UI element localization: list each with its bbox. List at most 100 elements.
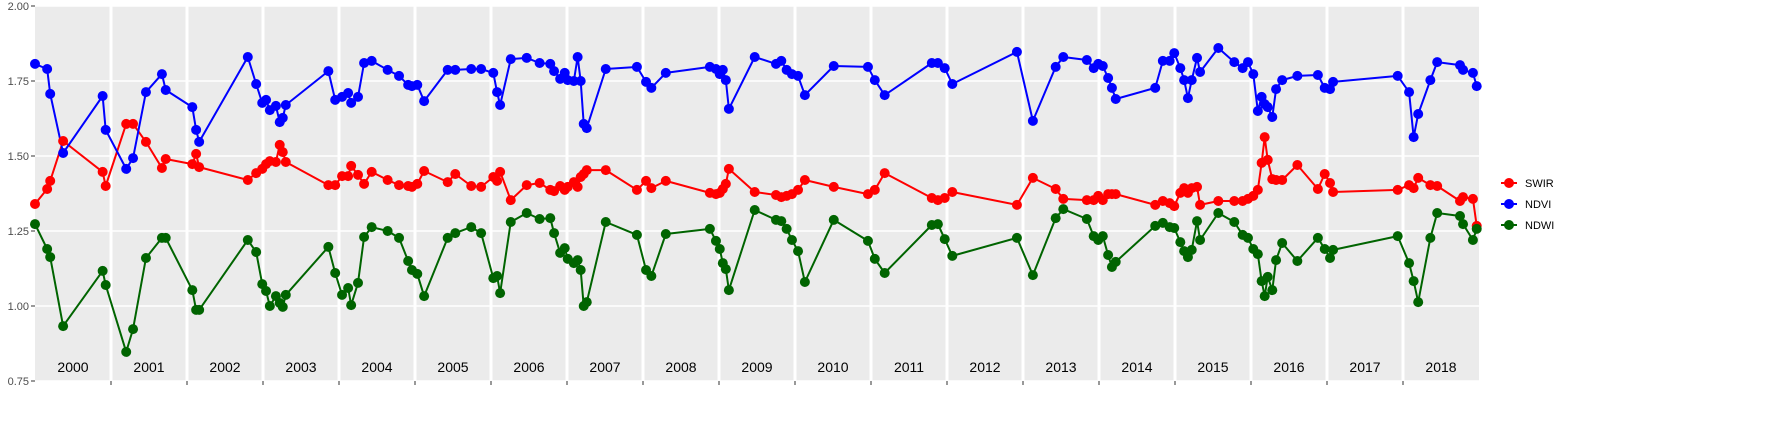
data-point (720, 75, 731, 86)
data-point (121, 118, 132, 129)
data-point (492, 175, 503, 186)
data-point (277, 301, 288, 312)
data-point (45, 175, 56, 186)
data-point (710, 235, 721, 246)
data-point (793, 246, 804, 257)
data-point (1150, 82, 1161, 93)
data-point (476, 228, 487, 239)
data-point (366, 166, 377, 177)
data-point (1058, 193, 1069, 204)
axes: 0.75 1.00 1.25 1.50 1.75 2.00 2000 2001 2002 2003… (8, 1, 1457, 388)
data-point (749, 52, 760, 62)
data-point (366, 222, 377, 233)
data-point (1292, 160, 1303, 170)
data-point (505, 54, 516, 65)
data-point (1050, 61, 1061, 72)
data-point (1081, 214, 1092, 224)
data-point (1182, 93, 1193, 104)
data-point (1252, 106, 1263, 116)
data-point (187, 102, 198, 113)
data-point (549, 228, 560, 239)
legend-swatch (1504, 220, 1514, 230)
data-point (419, 291, 430, 302)
data-point (1164, 55, 1175, 66)
data-point (1432, 208, 1443, 218)
data-point (572, 52, 583, 62)
data-point (280, 100, 291, 110)
data-point (270, 157, 281, 167)
data-point (476, 64, 487, 74)
data-point (1011, 199, 1022, 210)
data-point (1058, 52, 1069, 62)
legend: SWIR NDVI NDWI (1501, 178, 1554, 232)
data-point (160, 154, 171, 164)
y-tick-label: 1.50 (8, 151, 29, 163)
data-point (720, 264, 731, 275)
data-point (100, 124, 111, 135)
data-point (776, 216, 787, 227)
data-point (394, 232, 405, 243)
data-point (442, 177, 453, 188)
data-point (488, 67, 499, 78)
data-point (128, 324, 139, 335)
data-point (30, 219, 40, 230)
y-tick-label: 1.00 (8, 301, 29, 313)
data-point (450, 228, 461, 239)
data-point (121, 163, 132, 174)
data-point (1292, 70, 1303, 81)
data-point (442, 64, 453, 75)
data-point (492, 87, 503, 98)
data-point (1252, 249, 1263, 260)
data-point (799, 277, 810, 287)
data-point (1110, 94, 1121, 104)
data-point (1195, 235, 1206, 245)
data-point (1186, 244, 1197, 255)
data-point (353, 169, 363, 180)
year-label: 2001 (133, 359, 164, 375)
data-point (869, 75, 880, 86)
data-point (1169, 223, 1180, 233)
data-point (534, 178, 545, 188)
data-point (1213, 208, 1224, 218)
data-point (1175, 63, 1186, 74)
data-point (495, 100, 506, 110)
data-point (343, 88, 354, 98)
data-point (932, 58, 943, 68)
data-point (30, 58, 40, 69)
data-point (280, 157, 291, 167)
data-point (466, 181, 477, 191)
data-point (939, 234, 950, 245)
data-point (559, 243, 570, 254)
data-point (251, 79, 262, 89)
data-point (1195, 67, 1206, 77)
data-point (646, 183, 657, 194)
data-point (156, 69, 167, 80)
data-point (394, 70, 405, 81)
data-point (1404, 87, 1415, 98)
data-point (1027, 115, 1038, 126)
data-point (337, 289, 348, 300)
data-point (793, 184, 804, 195)
data-point (1192, 181, 1203, 192)
data-point (1213, 196, 1224, 206)
data-point (704, 223, 715, 234)
data-point (572, 181, 583, 192)
data-point (1150, 199, 1161, 210)
data-point (353, 277, 363, 288)
data-point (270, 100, 281, 111)
data-point (799, 90, 810, 101)
data-point (879, 90, 890, 101)
data-point (1186, 75, 1197, 86)
data-point (251, 247, 262, 257)
data-point (1425, 75, 1436, 86)
data-point (939, 63, 950, 74)
data-point (1413, 297, 1424, 308)
data-point (631, 184, 642, 195)
data-point (1425, 232, 1436, 243)
data-point (58, 148, 69, 158)
data-point (521, 180, 532, 191)
data-point (330, 268, 341, 278)
data-point (1259, 132, 1270, 143)
